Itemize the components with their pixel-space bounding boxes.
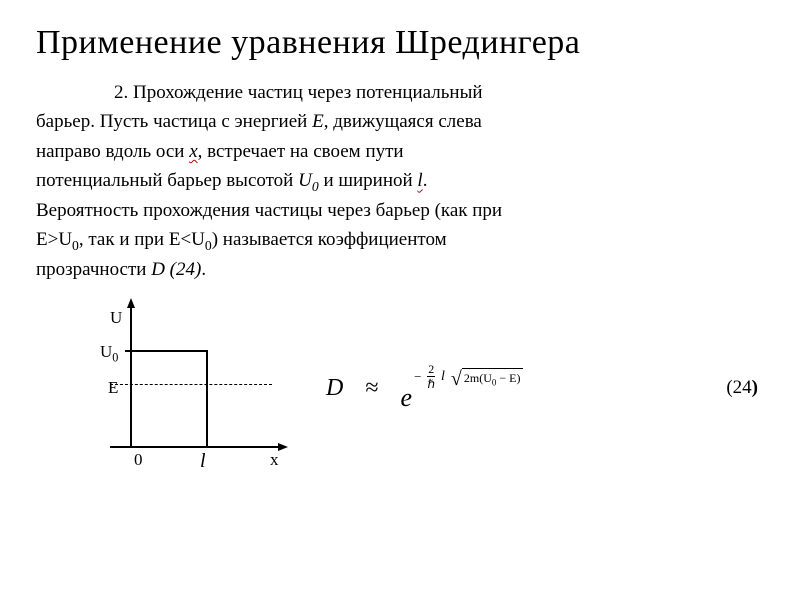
line-2a: направо вдоль оси — [36, 141, 189, 162]
eq-approx: ≈ — [365, 375, 378, 402]
axis-label-E: E — [108, 378, 118, 398]
lead-line: 2. Прохождение частиц через потенциальны… — [114, 82, 483, 103]
var-U0: U0 — [298, 170, 319, 191]
line-1b: , движущаяся слева — [324, 111, 482, 132]
equation-number: (24) — [726, 377, 758, 399]
eq-exponent: − 2 ℏ l √ 2m(U0 − E) — [414, 363, 523, 390]
y-axis-arrow-icon — [127, 298, 135, 308]
line-2b: , встречает на своем пути — [198, 141, 404, 162]
line-5a: E>U0 — [36, 229, 79, 250]
eq-D: D — [326, 375, 343, 402]
body-paragraph: 2. Прохождение частиц через потенциальны… — [36, 78, 764, 284]
page-title: Применение уравнения Шредингера — [36, 24, 764, 62]
barrier-top — [130, 350, 208, 352]
sqrt-icon: √ — [451, 370, 462, 388]
line-3a: потенциальный барьер высотой — [36, 170, 298, 191]
axis-label-x: x — [270, 450, 279, 470]
energy-level-line — [110, 384, 272, 385]
potential-barrier-diagram: U U0 E 0 l x — [92, 298, 292, 478]
line-1a: барьер. Пусть частица с энергией — [36, 111, 312, 132]
line-4: Вероятность прохождения частицы через ба… — [36, 200, 502, 221]
line-3b: и шириной — [319, 170, 418, 191]
x-axis — [110, 446, 280, 448]
line-5b: , так и при E<U0 — [79, 229, 212, 250]
eq-neg: − — [414, 369, 421, 385]
eq-sqrt: √ 2m(U0 − E) — [451, 368, 524, 386]
x-axis-arrow-icon — [278, 443, 288, 451]
equation-body: D ≈ e − 2 ℏ l √ 2m(U0 − E) — [326, 365, 523, 411]
var-D: D (24) — [151, 259, 201, 280]
var-E: E — [312, 111, 324, 132]
axis-label-U0: U0 — [100, 342, 118, 362]
axis-label-zero: 0 — [134, 450, 143, 470]
y-axis — [130, 304, 132, 446]
line-5c: ) называется коэффициентом — [212, 229, 447, 250]
eq-exp: e − 2 ℏ l √ 2m(U0 − E) — [401, 365, 524, 411]
axis-label-U: U — [110, 308, 122, 328]
eq-radicand: 2m(U0 − E) — [462, 368, 524, 386]
transparency-equation: D ≈ e − 2 ℏ l √ 2m(U0 − E) — [326, 365, 764, 411]
eq-l: l — [441, 369, 445, 385]
u0-tick — [125, 350, 135, 352]
physics-slide: Применение уравнения Шредингера 2. Прохо… — [0, 0, 800, 478]
line-3c: . — [423, 170, 428, 191]
barrier-right-edge — [206, 350, 208, 446]
eq-e: e — [401, 365, 413, 411]
axis-label-l: l — [200, 450, 206, 473]
line-6a: прозрачности — [36, 259, 151, 280]
figure-row: U U0 E 0 l x D ≈ e − 2 ℏ — [36, 298, 764, 478]
var-x: x — [189, 141, 197, 162]
line-6b: . — [201, 259, 206, 280]
eq-frac: 2 ℏ — [427, 363, 435, 390]
